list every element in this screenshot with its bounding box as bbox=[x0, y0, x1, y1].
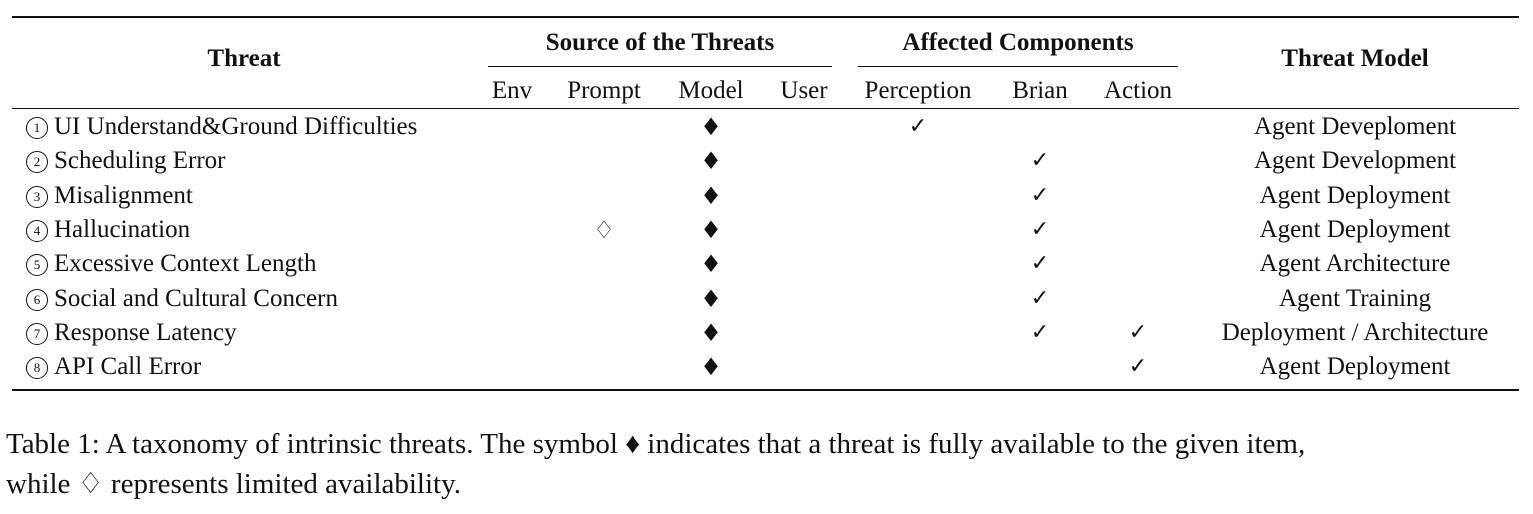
header-bottom-rule bbox=[12, 108, 1519, 110]
circled-number: 5 bbox=[26, 254, 48, 277]
threat-label: API Call Error bbox=[54, 353, 202, 381]
full-availability-icon: ♦ bbox=[700, 318, 722, 347]
header-user: User bbox=[780, 77, 828, 104]
check-icon: ✓ bbox=[1030, 216, 1050, 242]
header-perception: Perception bbox=[864, 77, 972, 104]
threat-model-cell: Deployment / Architecture bbox=[1221, 318, 1489, 346]
caption-line-2: while ♢ represents limited availability. bbox=[6, 468, 461, 500]
full-availability-icon: ♦ bbox=[700, 147, 722, 176]
threat-name: 6 Social and Cultural Concern bbox=[26, 284, 338, 314]
check-icon: ✓ bbox=[1128, 319, 1148, 345]
header-action: Action bbox=[1103, 77, 1173, 104]
check-icon: ✓ bbox=[1030, 182, 1050, 208]
header-brian: Brian bbox=[1012, 77, 1068, 104]
top-rule bbox=[12, 16, 1519, 18]
threat-model-cell: Agent Deployment bbox=[1259, 353, 1451, 381]
full-availability-icon: ♦ bbox=[700, 284, 722, 313]
check-icon: ✓ bbox=[1030, 285, 1050, 311]
header-source-group: Source of the Threats bbox=[545, 29, 775, 56]
threat-model-cell: Agent Training bbox=[1278, 284, 1432, 312]
threat-name: 2 Scheduling Error bbox=[26, 146, 225, 176]
circled-number: 3 bbox=[26, 185, 48, 208]
header-threat: Threat bbox=[207, 45, 281, 72]
threat-label: UI Understand&Ground Difficulties bbox=[54, 113, 418, 140]
full-availability-icon: ♦ bbox=[700, 215, 722, 244]
threat-model-cell: Agent Deployment bbox=[1259, 215, 1451, 243]
threat-label: Misalignment bbox=[54, 181, 193, 209]
threat-name: 8 API Call Error bbox=[26, 352, 201, 382]
check-icon: ✓ bbox=[1128, 354, 1148, 380]
threat-name: 3 Misalignment bbox=[26, 181, 193, 211]
full-availability-icon: ♦ bbox=[700, 113, 722, 141]
table-caption: Table 1: A taxonomy of intrinsic threats… bbox=[6, 424, 1528, 504]
circled-number: 8 bbox=[26, 357, 48, 380]
circled-number: 1 bbox=[26, 117, 48, 139]
threat-model-cell: Agent Development bbox=[1253, 147, 1457, 175]
threat-model-cell: Agent Architecture bbox=[1259, 250, 1451, 278]
threat-label: Hallucination bbox=[54, 215, 191, 243]
threat-label: Social and Cultural Concern bbox=[54, 284, 338, 312]
threat-name: 4 Hallucination bbox=[26, 215, 190, 245]
check-icon: ✓ bbox=[908, 114, 928, 139]
threat-model-cell: Agent Deveploment bbox=[1253, 113, 1457, 140]
circled-number: 4 bbox=[26, 219, 48, 242]
header-threat-model: Threat Model bbox=[1281, 45, 1429, 72]
threat-model-cell: Agent Deployment bbox=[1259, 181, 1451, 209]
check-icon: ✓ bbox=[1030, 319, 1050, 345]
bottom-rule bbox=[12, 389, 1519, 391]
full-availability-icon: ♦ bbox=[700, 250, 722, 279]
check-icon: ✓ bbox=[1030, 148, 1050, 174]
threat-name: 1 UI Understand&Ground Difficulties bbox=[26, 112, 417, 142]
circled-number: 7 bbox=[26, 322, 48, 345]
threat-name: 5 Excessive Context Length bbox=[26, 249, 316, 279]
threat-label: Response Latency bbox=[54, 318, 237, 346]
header-prompt: Prompt bbox=[567, 77, 641, 104]
threat-name: 7 Response Latency bbox=[26, 318, 237, 348]
full-availability-icon: ♦ bbox=[700, 181, 722, 210]
full-availability-icon: ♦ bbox=[700, 353, 722, 382]
check-icon: ✓ bbox=[1030, 251, 1050, 277]
header-env: Env bbox=[491, 77, 533, 104]
source-group-rule bbox=[488, 66, 832, 67]
header-components-group: Affected Components bbox=[902, 29, 1134, 56]
header-model: Model bbox=[678, 77, 744, 104]
caption-line-1: Table 1: A taxonomy of intrinsic threats… bbox=[6, 428, 1306, 460]
circled-number: 2 bbox=[26, 151, 48, 174]
limited-availability-icon: ♢ bbox=[593, 215, 615, 244]
circled-number: 6 bbox=[26, 288, 48, 311]
components-group-rule bbox=[858, 66, 1178, 67]
threat-label: Scheduling Error bbox=[54, 147, 226, 175]
threat-label: Excessive Context Length bbox=[54, 250, 317, 278]
